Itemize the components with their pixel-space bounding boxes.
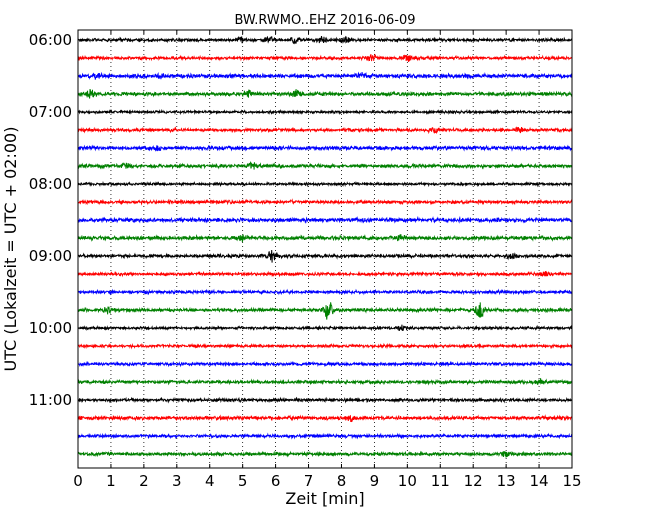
trace-0845	[77, 233, 573, 243]
x-tick-label: 4	[205, 472, 215, 490]
x-tick-label: 15	[562, 472, 581, 490]
trace-0630	[77, 71, 573, 80]
trace-0900	[77, 250, 573, 263]
x-tick-label: 14	[530, 472, 549, 490]
y-tick-label: 07:00	[29, 103, 72, 121]
trace-1130	[77, 432, 573, 440]
y-tick-label: 10:00	[29, 319, 72, 337]
x-tick-label: 3	[172, 472, 182, 490]
trace-1030	[77, 360, 573, 368]
trace-1000	[77, 324, 573, 332]
trace-0700	[77, 108, 573, 116]
trace-1145	[77, 450, 573, 458]
y-axis-label: UTC (Lokalzeit = UTC + 02:00)	[1, 127, 20, 372]
x-tick-label: 6	[271, 472, 281, 490]
chart-title: BW.RWMO..EHZ 2016-06-09	[234, 13, 415, 28]
trace-0930	[77, 288, 573, 296]
x-tick-label: 2	[139, 472, 149, 490]
plot-frame	[77, 29, 573, 469]
trace-1100	[77, 396, 573, 404]
trace-series	[77, 35, 573, 458]
trace-0745	[77, 160, 573, 170]
x-tick-label: 13	[497, 472, 516, 490]
trace-1115	[77, 414, 573, 423]
trace-1045	[77, 378, 573, 386]
x-tick-label: 1	[106, 472, 116, 490]
x-tick-label: 7	[304, 472, 314, 490]
x-tick-label: 12	[464, 472, 483, 490]
x-tick-label: 0	[73, 472, 83, 490]
trace-0830	[77, 215, 573, 224]
trace-0615	[77, 53, 573, 63]
x-tick-label: 9	[370, 472, 380, 490]
trace-1015	[77, 342, 573, 350]
x-axis-ticks: 0 1 2 3 4 5 6 7 8 9 10 11 12 13 14 15	[73, 30, 582, 490]
x-tick-label: 5	[238, 472, 248, 490]
x-tick-label: 11	[431, 472, 450, 490]
y-tick-label: 11:00	[29, 391, 72, 409]
trace-0600	[77, 35, 573, 45]
y-tick-label: 09:00	[29, 247, 72, 265]
x-tick-label: 8	[337, 472, 347, 490]
trace-0730	[77, 144, 573, 152]
trace-0645	[77, 89, 573, 99]
trace-0945	[77, 302, 573, 320]
y-axis-ticks: 06:00 07:00 08:00 09:00 10:00 11:00	[29, 31, 572, 409]
y-tick-label: 06:00	[29, 31, 72, 49]
trace-0715	[77, 126, 573, 135]
trace-0800	[77, 180, 573, 188]
y-tick-label: 08:00	[29, 175, 72, 193]
trace-0815	[77, 198, 573, 206]
x-tick-label: 10	[398, 472, 417, 490]
x-axis-label: Zeit [min]	[285, 489, 364, 508]
trace-0915	[77, 270, 573, 278]
